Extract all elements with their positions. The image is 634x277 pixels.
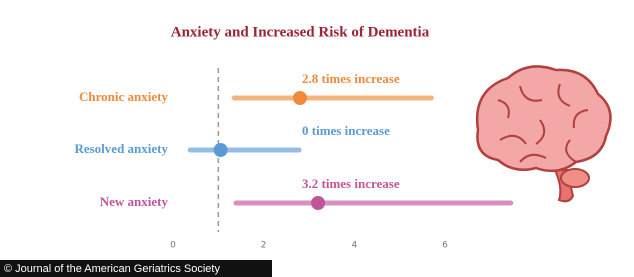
x-tick-label: 0 — [170, 241, 176, 251]
credit: © Journal of the American Geriatrics Soc… — [4, 263, 220, 275]
annotation: 0 times increase — [302, 123, 390, 138]
point-estimate — [292, 91, 307, 105]
point-estimate — [213, 143, 228, 157]
annotation: 3.2 times increase — [302, 176, 400, 191]
point-estimate — [311, 196, 326, 210]
chart-title: Anxiety and Increased Risk of Dementia — [171, 24, 430, 40]
x-tick-label: 2 — [261, 241, 267, 251]
x-tick-label: 4 — [351, 241, 357, 251]
x-tick-label: 6 — [442, 241, 448, 251]
brain-icon — [475, 65, 612, 203]
category-label: New anxiety — [100, 194, 169, 209]
category-label: Chronic anxiety — [79, 89, 168, 104]
category-label: Resolved anxiety — [74, 141, 168, 156]
credit-bar — [0, 260, 272, 277]
annotation: 2.8 times increase — [302, 71, 400, 86]
